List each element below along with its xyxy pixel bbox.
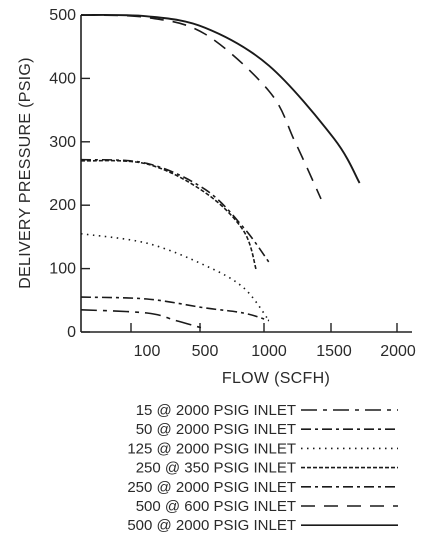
- legend-label: 250 @ 350 PSIG INLET: [136, 460, 296, 477]
- legend-label: 500 @ 600 PSIG INLET: [136, 498, 296, 515]
- x-tick-label: 100: [134, 343, 161, 360]
- series-line-500-2000-psig-inlet: [80, 13, 361, 184]
- x-tick-label: 1000: [251, 343, 287, 360]
- series-line-250-350-psig-inlet: [80, 159, 257, 271]
- series-line-50-2000-psig-inlet: [80, 296, 270, 322]
- x-tick-label: 1500: [316, 343, 352, 360]
- legend-label: 125 @ 2000 PSIG INLET: [127, 440, 296, 457]
- x-tick-label: 500: [192, 343, 219, 360]
- legend-label: 50 @ 2000 PSIG INLET: [136, 421, 296, 438]
- legend-label: 250 @ 2000 PSIG INLET: [127, 479, 296, 496]
- series-line-15-2000-psig-inlet: [80, 309, 206, 330]
- legend-label: 15 @ 2000 PSIG INLET: [136, 402, 296, 419]
- series-line-500-600-psig-inlet: [80, 14, 322, 200]
- y-tick-label: 400: [49, 70, 76, 87]
- y-tick-label: 0: [67, 324, 76, 341]
- legend-label: 500 @ 2000 PSIG INLET: [127, 517, 296, 534]
- y-tick-label: 500: [49, 7, 76, 24]
- y-tick-label: 200: [49, 197, 76, 214]
- x-tick-label: 2000: [380, 343, 416, 360]
- series-line-125-2000-psig-inlet: [80, 232, 270, 322]
- series-line-250-2000-psig-inlet: [80, 158, 270, 263]
- legend: 15 @ 2000 PSIG INLET 50 @ 2000 PSIG INLET…: [127, 402, 398, 534]
- axes: 0 100 200 300 400 500 100 500 1000 1500 2000 FLOW (…: [17, 7, 416, 387]
- y-tick-label: 300: [49, 134, 76, 151]
- y-tick-label: 100: [49, 261, 76, 278]
- x-axis-title: FLOW (SCFH): [222, 370, 330, 387]
- y-axis-title: DELIVERY PRESSURE (PSIG): [17, 57, 34, 289]
- series-lines: [80, 13, 361, 330]
